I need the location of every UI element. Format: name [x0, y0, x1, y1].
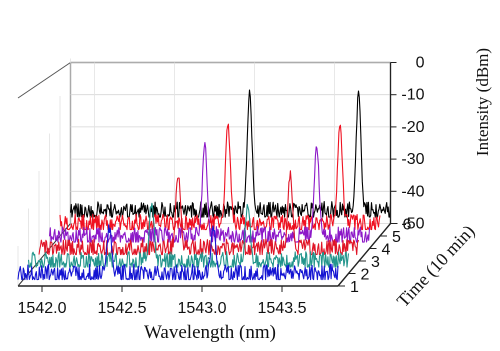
x-axis-label: Wavelength (nm) — [144, 322, 276, 343]
time-tick-label-4: 5 — [392, 229, 401, 246]
z-tick-label-0: 0 — [416, 55, 425, 72]
time-tick-label-3: 4 — [382, 242, 391, 259]
x-tick-label-2: 1543.0 — [178, 300, 227, 317]
z-tick-label-2: -20 — [401, 119, 424, 136]
z-axis: 0 -10 -20 -30 -40 -50 — [389, 55, 425, 233]
time-tick-label-5: 6 — [403, 217, 412, 234]
time-tick-label-0: 1 — [350, 279, 359, 296]
time-axis-line — [337, 223, 392, 287]
series-layer — [17, 89, 392, 281]
y-axis-label: Time (10 min) — [393, 221, 480, 312]
time-tick-label-2: 3 — [371, 254, 380, 271]
z-tick-label-4: -40 — [401, 183, 424, 200]
z-tick-label-3: -30 — [401, 151, 424, 168]
x-axis: 1542.0 1542.5 1543.0 1543.5 — [18, 285, 338, 317]
x-tick-label-3: 1543.5 — [258, 300, 307, 317]
series-line-t1 — [17, 224, 339, 281]
z-tick-label-5: -50 — [401, 216, 424, 233]
time-tick-label-1: 2 — [361, 267, 370, 284]
x-tick-label-0: 1542.0 — [18, 300, 67, 317]
series-line-t2 — [27, 202, 350, 268]
left-wall-top-edge — [17, 62, 71, 99]
series-line-t4 — [48, 141, 371, 243]
series-line-t3 — [38, 170, 359, 256]
z-axis-label: Intensity (dBm) — [473, 48, 492, 156]
x-tick-label-1: 1542.5 — [98, 300, 147, 317]
series-line-t5 — [59, 123, 381, 231]
series-line-t6 — [69, 89, 392, 218]
z-tick-label-1: -10 — [401, 87, 424, 104]
